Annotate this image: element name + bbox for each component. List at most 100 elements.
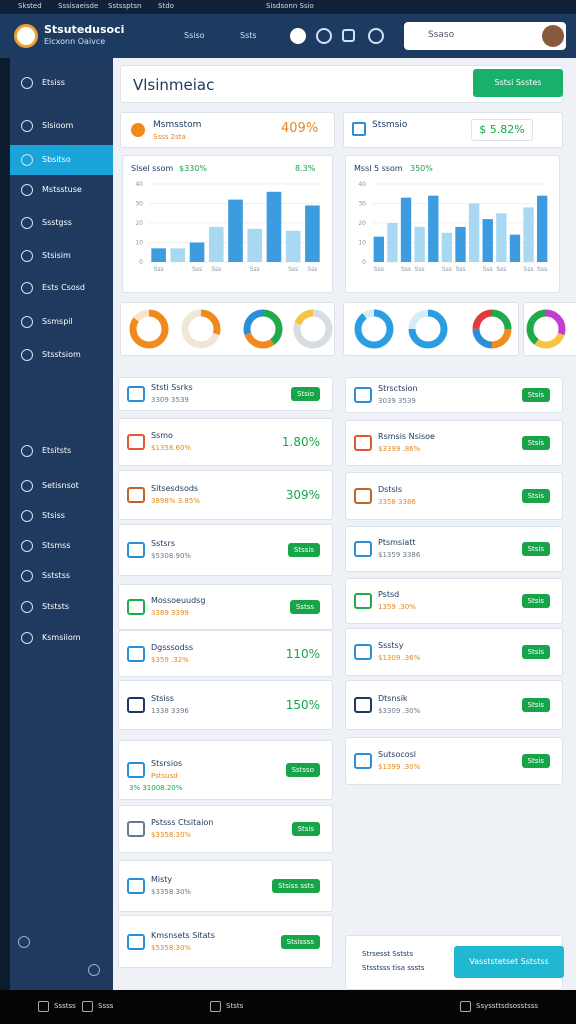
nav-item-active[interactable]: Sbsitso (10, 145, 113, 175)
item-icon (354, 387, 372, 403)
item-icon (127, 878, 145, 894)
browser-tab[interactable]: Stdo (158, 2, 174, 10)
taskbar-icon[interactable] (460, 1001, 471, 1012)
nav-item[interactable]: Stsisim (10, 241, 113, 271)
bar (387, 223, 398, 262)
taskbar-label[interactable]: Ssyssttsdsosstsss (476, 1002, 539, 1010)
footer-link[interactable]: Stsstsss tisa sssts (362, 964, 425, 972)
taskbar-icon[interactable] (210, 1001, 221, 1012)
nav-link[interactable]: Ssiso (184, 31, 205, 40)
list-item[interactable]: Ssmo $1358.60% 1.80% (118, 418, 333, 466)
taskbar-icon[interactable] (82, 1001, 93, 1012)
item-icon (127, 434, 145, 450)
status-badge[interactable]: Sstsso (285, 763, 320, 777)
nav-item[interactable]: Stsiss (10, 501, 113, 531)
list-item[interactable]: Kmsnsets Sitats $5358.30% Stsissss (118, 915, 333, 968)
list-item[interactable]: Dstsls 3358 3386 Stsis (345, 472, 563, 520)
list-item[interactable]: Strsctsion 3039 3539 Stsis (345, 377, 563, 413)
list-item[interactable]: Pstsss Ctsitaion $3358.30% Stsis (118, 805, 333, 853)
nav-item[interactable]: Etsiss (10, 68, 113, 98)
list-item[interactable]: Misty $3358.30% Stsiss ssts (118, 860, 333, 912)
nav-item[interactable]: Ksmsiiom (10, 623, 113, 653)
bar (468, 203, 480, 262)
bar (496, 213, 507, 262)
status-badge[interactable]: Sstss (289, 600, 320, 614)
nav-item[interactable]: Ssmspil (10, 307, 113, 337)
status-badge[interactable]: Stsis (521, 754, 550, 768)
icon-button[interactable] (316, 28, 332, 44)
address-bar[interactable]: Sisdsonn Ssio (266, 2, 314, 10)
nav-label: Stsisim (42, 251, 71, 260)
status-badge[interactable]: Stsis (521, 388, 550, 402)
search-box[interactable]: Ssaso (404, 22, 566, 50)
list-item[interactable]: Ptsmsiatt $1359 3386 Stsis (345, 526, 563, 572)
status-badge[interactable]: Stsis (521, 698, 550, 712)
x-tick-label: Sss (483, 266, 493, 273)
list-item[interactable]: Stsiss 1338 3396 150% (118, 680, 333, 730)
status-badge[interactable]: Stsis (521, 645, 550, 659)
browser-tab[interactable]: Sstssptsn (108, 2, 142, 10)
status-badge[interactable]: Stsio (290, 387, 320, 401)
taskbar-label[interactable]: Ssstss (54, 1002, 76, 1010)
list-item[interactable]: Sitsesdsods 3898% 3.85% 309% (118, 470, 333, 520)
status-badge[interactable]: Stsis (521, 542, 550, 556)
nav-label: Etsiss (42, 78, 65, 87)
bar (455, 226, 466, 262)
nav-icon (21, 77, 33, 89)
icon-button[interactable] (290, 28, 306, 44)
nav-item[interactable]: Sststss (10, 561, 113, 591)
list-item[interactable]: Mossoeuudsg 3389 3399 Sstss (118, 584, 333, 630)
status-badge[interactable]: Stsiss ssts (272, 879, 320, 893)
status-badge[interactable]: Stsis (291, 822, 320, 836)
nav-item[interactable]: Ests Csosd (10, 273, 113, 303)
x-tick-label: Sss (455, 266, 465, 273)
list-item[interactable]: Sstsrs $5308.90% Stssis (118, 524, 333, 576)
nav-item[interactable]: Slsioom (10, 111, 113, 141)
nav-label: Setisnsot (42, 481, 79, 490)
nav-item[interactable]: Setisnsot (10, 471, 113, 501)
taskbar-icon[interactable] (38, 1001, 49, 1012)
icon-button[interactable] (368, 28, 384, 44)
status-badge[interactable]: Stsissss (280, 934, 320, 949)
nav-link[interactable]: Ssts (240, 31, 257, 40)
nav-item[interactable]: Stststs (10, 592, 113, 622)
list-item[interactable]: Pstsd 1359 .30% Stsis (345, 578, 563, 624)
nav-item[interactable]: Stsstsiom (10, 340, 113, 370)
list-item[interactable]: Stsrsios Pstsusd 3% 31008.20% Sstsso (118, 740, 333, 800)
secondary-button[interactable]: Vasststetset Sststss (454, 946, 564, 978)
browser-tab[interactable]: Sssisaeisde (58, 2, 99, 10)
list-item[interactable]: Ssstsy $1309 .36% Stsis (345, 628, 563, 676)
browser-tab[interactable]: Sksted (18, 2, 42, 10)
list-item[interactable]: Rsmsis Nsisoe $3399 .86% Stsis (345, 420, 563, 466)
nav-item[interactable]: Ssstgss (10, 208, 113, 238)
donut-card (120, 302, 335, 356)
footer-link[interactable]: Strsesst Sststs (362, 950, 414, 958)
status-badge[interactable]: Stsis (521, 489, 550, 503)
taskbar-label[interactable]: Ststs (226, 1002, 244, 1010)
status-badge[interactable]: Stssis (287, 543, 320, 557)
taskbar-label[interactable]: Ssss (98, 1002, 114, 1010)
avatar[interactable] (542, 25, 564, 47)
icon-button[interactable] (342, 29, 355, 42)
nav-item[interactable]: Mstsstuse (10, 175, 113, 205)
x-tick-label: Sss (154, 266, 164, 273)
status-badge[interactable]: Stsis (521, 594, 550, 608)
bar (509, 234, 521, 262)
list-item[interactable]: Dtsnsik $3309 .30% Stsis (345, 680, 563, 730)
icon-button[interactable] (18, 936, 30, 948)
nav-item[interactable]: Stsmss (10, 531, 113, 561)
nav-item[interactable]: Etsitsts (10, 436, 113, 466)
item-value: 309% (285, 488, 320, 502)
item-title: Rsmsis Nsisoe (378, 432, 435, 441)
page-title: Vlsinmeiac (133, 76, 215, 94)
nav-label: Ssstgss (42, 218, 72, 227)
list-item[interactable]: Sutsocosl $1399 .30% Stsis (345, 737, 563, 785)
item-sub: $3399 .86% (378, 445, 421, 453)
nav-icon (21, 217, 33, 229)
status-badge[interactable]: Stsis (521, 436, 550, 450)
list-item[interactable]: Ststi Ssrks 3309 3539 Stsio (118, 377, 333, 411)
primary-button[interactable]: Sstsi Ssstes (473, 69, 563, 97)
list-item[interactable]: Dgsssodss $359 .32% 110% (118, 630, 333, 677)
icon-button[interactable] (88, 964, 100, 976)
